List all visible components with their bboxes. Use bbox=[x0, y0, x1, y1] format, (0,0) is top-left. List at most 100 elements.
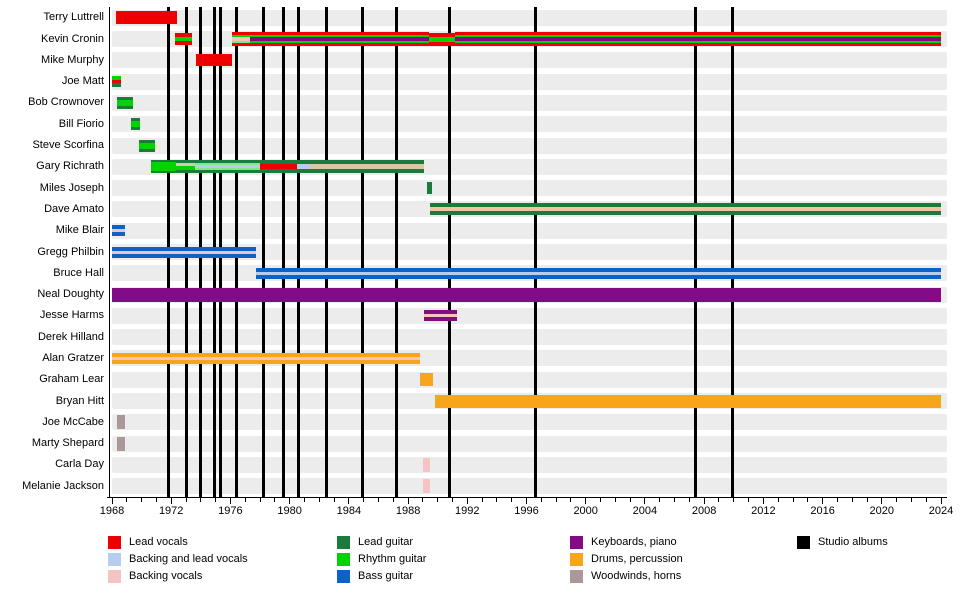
legend-label: Keyboards, piano bbox=[591, 536, 677, 548]
bar-stripe bbox=[231, 37, 250, 41]
timeline-bar bbox=[150, 160, 176, 174]
member-label: Graham Lear bbox=[39, 373, 104, 386]
row-band bbox=[112, 94, 947, 111]
bar-stripe bbox=[175, 160, 195, 164]
x-tick bbox=[452, 498, 453, 503]
legend-swatch bbox=[108, 553, 121, 566]
timeline-bar bbox=[231, 32, 250, 46]
bar-stripe bbox=[424, 310, 457, 315]
member-label: Derek Hilland bbox=[37, 330, 104, 343]
timeline-bar bbox=[196, 54, 232, 67]
bar-stripe bbox=[175, 163, 195, 167]
x-tick bbox=[644, 498, 646, 505]
bar-stripe bbox=[231, 35, 250, 37]
bar-stripe bbox=[131, 121, 141, 128]
timeline-bar bbox=[112, 76, 121, 88]
x-tick bbox=[629, 498, 631, 503]
timeline-bar bbox=[117, 415, 125, 430]
bar-stripe bbox=[112, 359, 420, 364]
legend-swatch bbox=[337, 553, 350, 566]
bar-stripe bbox=[297, 164, 311, 170]
x-tick-label: 1992 bbox=[455, 504, 480, 517]
x-tick bbox=[703, 498, 705, 505]
bar-stripe bbox=[428, 32, 456, 37]
album-line bbox=[297, 7, 300, 497]
legend-swatch bbox=[337, 536, 350, 549]
bar-stripe bbox=[255, 267, 941, 272]
legend-swatch bbox=[797, 536, 810, 549]
bar-stripe bbox=[255, 274, 941, 279]
timeline-bar bbox=[112, 225, 126, 237]
row-band bbox=[112, 329, 947, 346]
bar-stripe bbox=[175, 170, 195, 174]
timeline-bar bbox=[430, 203, 941, 216]
bar-stripe bbox=[424, 317, 457, 322]
row-band bbox=[112, 478, 947, 495]
x-tick bbox=[259, 498, 261, 503]
x-tick bbox=[392, 498, 394, 503]
bar-stripe bbox=[419, 373, 434, 387]
x-tick bbox=[407, 498, 409, 505]
album-line bbox=[693, 7, 697, 497]
bar-stripe bbox=[249, 32, 429, 35]
row-band bbox=[112, 414, 947, 431]
row-band bbox=[112, 180, 947, 197]
timeline-bar bbox=[255, 267, 941, 279]
timeline-bar bbox=[175, 160, 195, 174]
legend-label: Backing and lead vocals bbox=[129, 553, 248, 565]
x-tick bbox=[378, 498, 379, 503]
timeline-bar bbox=[426, 182, 432, 195]
bar-stripe bbox=[112, 356, 420, 360]
bar-stripe bbox=[174, 33, 192, 37]
timeline-bar bbox=[419, 373, 434, 387]
member-label: Bill Fiorio bbox=[58, 117, 104, 130]
bar-stripe bbox=[112, 76, 121, 81]
member-label: Carla Day bbox=[55, 458, 104, 471]
x-tick bbox=[822, 498, 824, 505]
x-tick bbox=[762, 498, 764, 505]
bar-stripe bbox=[138, 139, 155, 143]
x-tick-label: 1996 bbox=[514, 504, 539, 517]
member-label: Terry Luttrell bbox=[43, 11, 104, 24]
timeline-bar bbox=[260, 160, 297, 174]
x-tick bbox=[274, 498, 276, 503]
bar-stripe bbox=[430, 211, 941, 216]
y-axis-line bbox=[108, 7, 110, 497]
member-label: Dave Amato bbox=[44, 202, 104, 215]
bar-stripe bbox=[117, 99, 133, 106]
x-tick bbox=[866, 498, 868, 503]
legend-label: Studio albums bbox=[818, 536, 888, 548]
timeline-bar bbox=[174, 33, 192, 45]
bar-stripe bbox=[310, 169, 425, 174]
legend-label: Lead vocals bbox=[129, 536, 188, 548]
x-tick bbox=[792, 498, 794, 503]
bar-stripe bbox=[150, 171, 176, 174]
timeline-bar bbox=[112, 287, 941, 302]
bar-stripe bbox=[174, 41, 192, 45]
x-tick-label: 2000 bbox=[573, 504, 598, 517]
x-tick-label: 2004 bbox=[632, 504, 658, 517]
timeline-bar bbox=[428, 32, 456, 46]
x-tick bbox=[348, 498, 350, 505]
legend-swatch bbox=[570, 553, 583, 566]
legend-swatch bbox=[570, 570, 583, 583]
x-tick bbox=[244, 498, 246, 503]
x-tick bbox=[363, 498, 365, 503]
x-tick bbox=[910, 498, 912, 503]
bar-stripe bbox=[150, 162, 176, 172]
x-tick-label: 2020 bbox=[869, 504, 895, 517]
bar-stripe bbox=[131, 127, 141, 131]
bar-stripe bbox=[422, 479, 430, 494]
legend-label: Lead guitar bbox=[358, 536, 414, 548]
bar-stripe bbox=[150, 160, 176, 163]
bar-stripe bbox=[455, 35, 941, 37]
timeline-bar bbox=[131, 118, 141, 131]
bar-stripe bbox=[112, 80, 121, 84]
x-tick bbox=[718, 498, 720, 503]
x-tick bbox=[896, 498, 898, 503]
x-axis-line bbox=[107, 496, 947, 499]
x-tick bbox=[155, 498, 157, 503]
x-tick-label: 1976 bbox=[218, 504, 243, 517]
album-line bbox=[325, 7, 329, 497]
x-tick bbox=[170, 498, 172, 505]
